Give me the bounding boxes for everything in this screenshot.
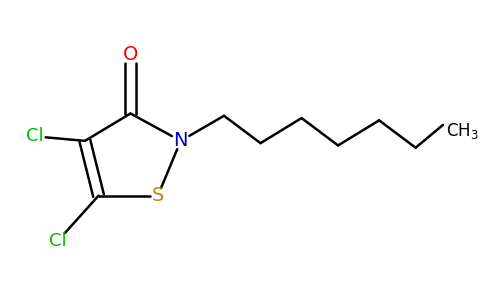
Text: N: N [173,131,188,150]
Text: S: S [151,186,164,205]
Text: O: O [123,45,138,64]
Text: Cl: Cl [49,232,66,250]
Text: Cl: Cl [26,127,44,145]
Text: CH$_3$: CH$_3$ [446,121,479,141]
